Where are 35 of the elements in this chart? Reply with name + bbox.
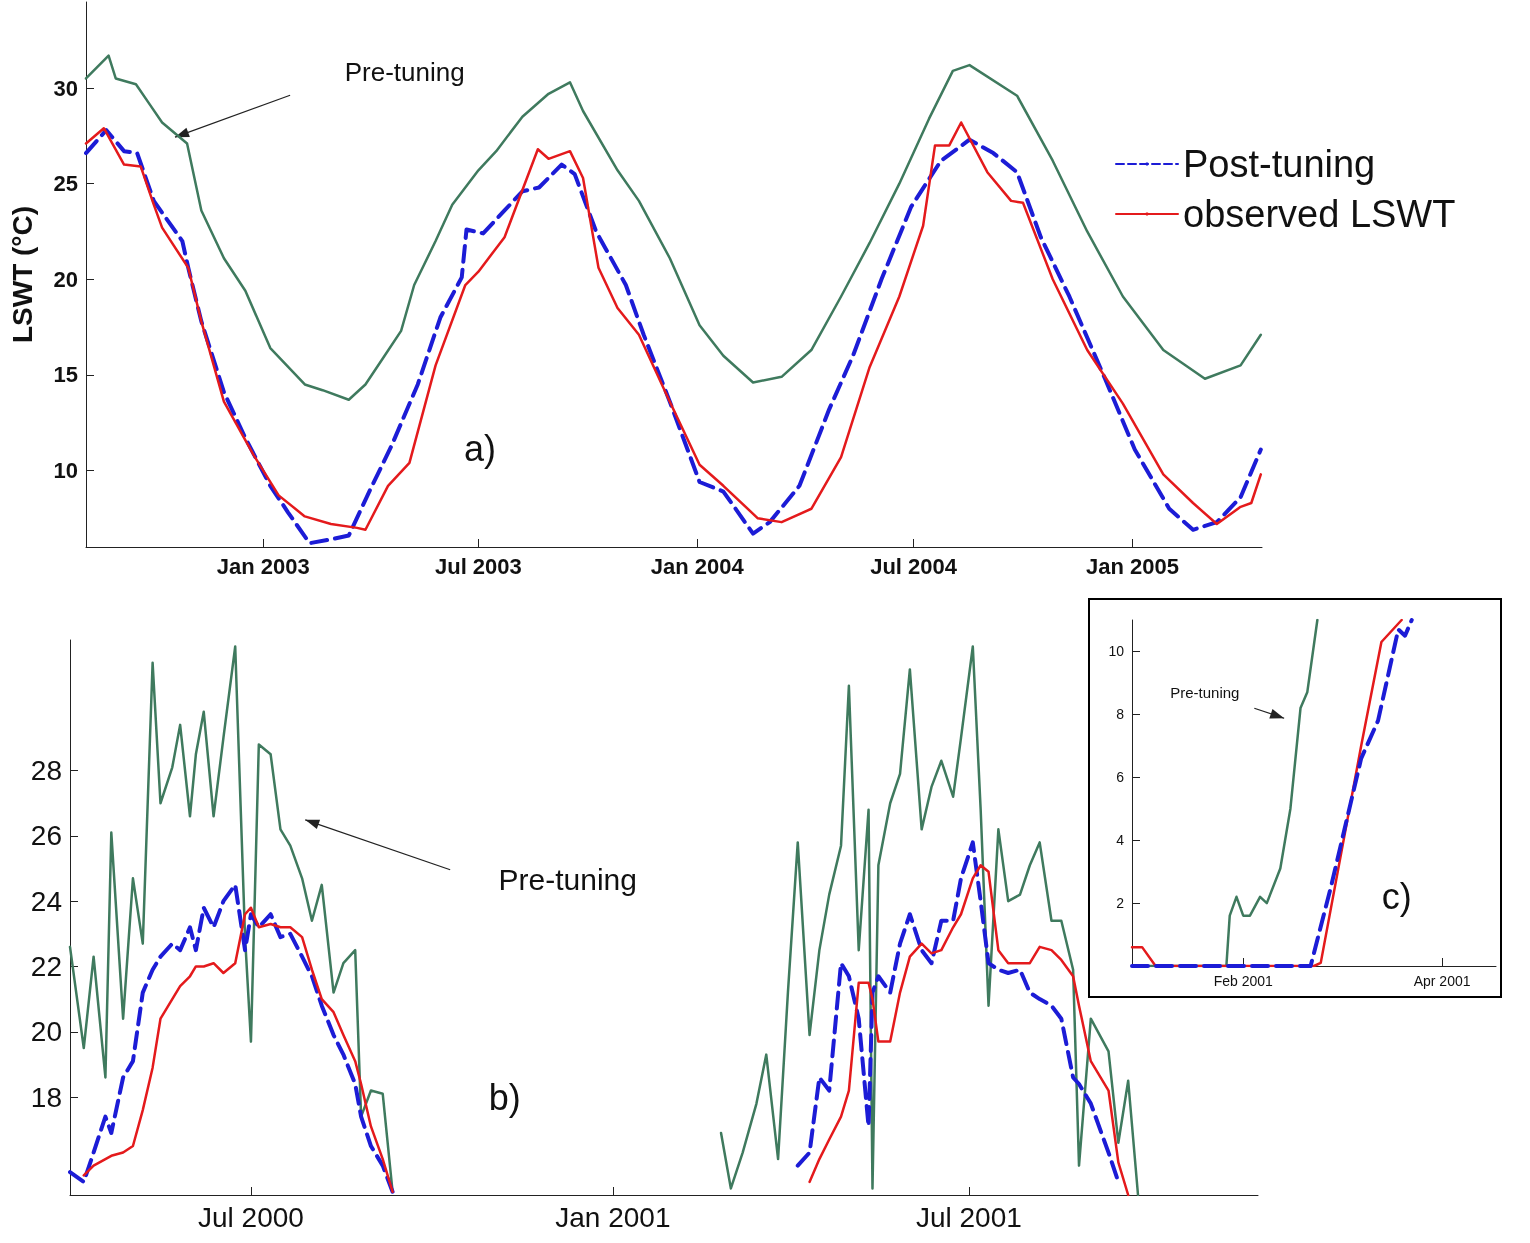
annotation: Pre-tuning — [1170, 684, 1240, 702]
y-tick-label: 20 — [53, 266, 78, 292]
x-tick-label: Feb 2001 — [1213, 973, 1274, 989]
x-tick-label: Jul 2004 — [870, 553, 958, 579]
y-tick-label: 10 — [1108, 643, 1125, 660]
x-tick-label: Jan 2003 — [216, 553, 310, 579]
x-tick-label: Jul 2003 — [434, 553, 522, 579]
y-tick-label: 20 — [30, 1016, 62, 1048]
x-tick-label: Apr 2001 — [1413, 973, 1471, 989]
x-tick-label: Jul 2001 — [915, 1201, 1022, 1233]
annotation: c) — [1381, 876, 1412, 918]
x-tick-label: Jan 2001 — [555, 1201, 671, 1233]
y-tick-label: 25 — [53, 171, 78, 197]
y-tick-label: 26 — [30, 820, 62, 852]
y-tick-label: 2 — [1116, 895, 1125, 912]
annotation: Pre-tuning — [498, 863, 637, 897]
x-tick-label: Jan 2004 — [650, 553, 745, 579]
y-tick-label: 30 — [53, 75, 78, 101]
y-tick-label: 28 — [30, 755, 62, 787]
y-tick-label: 10 — [53, 458, 78, 484]
y-tick-label: 22 — [30, 950, 62, 982]
legend-label: Post-tuning — [1183, 143, 1376, 185]
y-tick-label: 4 — [1116, 832, 1125, 849]
y-tick-label: 15 — [53, 362, 78, 388]
y-tick-label: 6 — [1116, 769, 1125, 786]
annotation: b) — [488, 1077, 521, 1119]
y-tick-label: 18 — [30, 1081, 62, 1113]
legend-label: observed LSWT — [1183, 193, 1456, 235]
annotation: a) — [463, 428, 496, 470]
annotation: Pre-tuning — [344, 56, 465, 87]
y-axis-title: LSWT (°C) — [6, 205, 38, 344]
x-tick-label: Jan 2005 — [1085, 553, 1179, 579]
y-tick-label: 8 — [1116, 706, 1125, 723]
y-tick-label: 24 — [30, 885, 62, 917]
x-tick-label: Jul 2000 — [198, 1201, 304, 1233]
